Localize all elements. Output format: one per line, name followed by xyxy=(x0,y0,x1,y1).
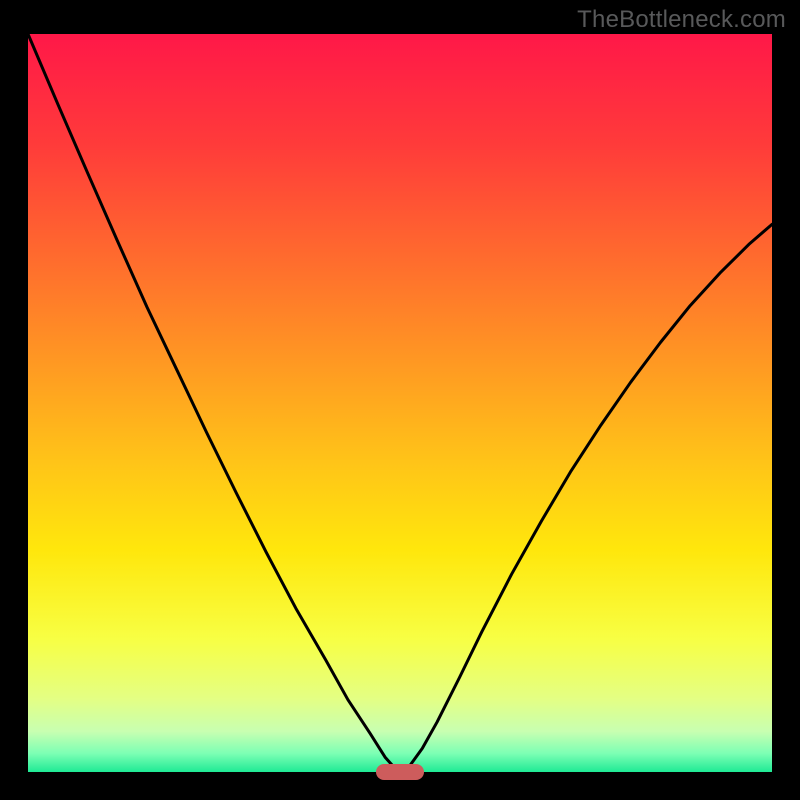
bottleneck-curve xyxy=(28,34,772,772)
minimum-marker xyxy=(376,764,424,780)
watermark-text: TheBottleneck.com xyxy=(577,6,786,34)
curve-layer xyxy=(0,0,800,800)
chart-container: TheBottleneck.com xyxy=(0,0,800,800)
